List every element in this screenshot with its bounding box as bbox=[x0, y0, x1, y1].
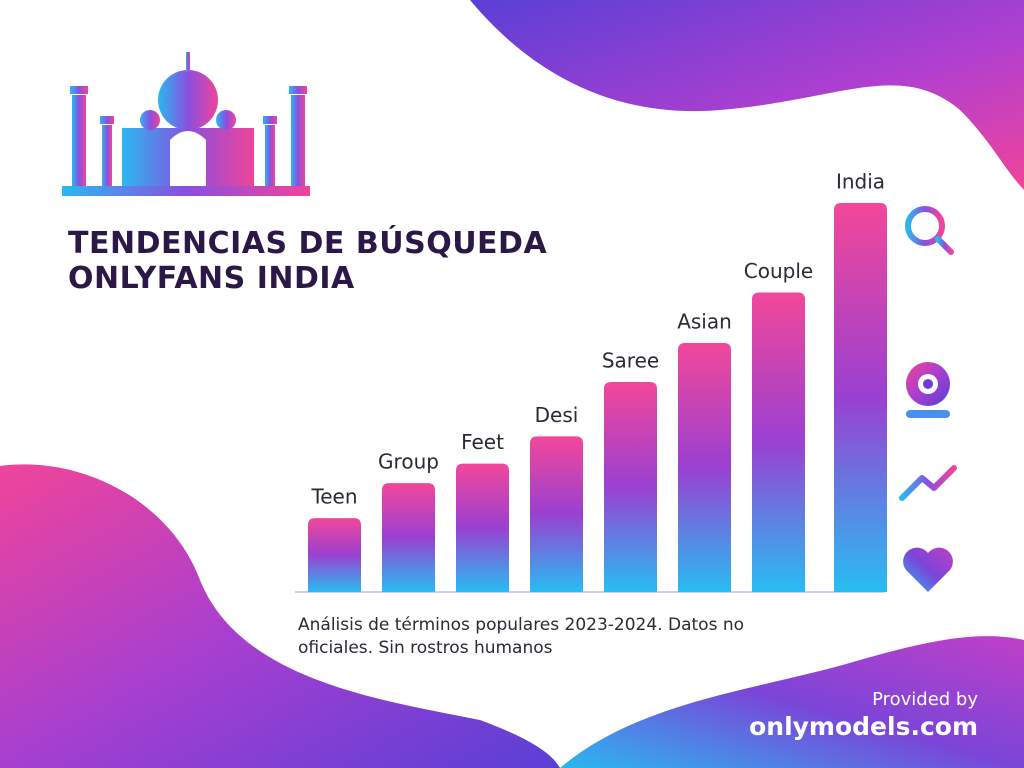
taj-mahal-icon bbox=[62, 52, 310, 196]
bar bbox=[604, 381, 657, 592]
category-label: Couple bbox=[744, 259, 813, 283]
decor-blob bbox=[0, 464, 560, 768]
category-label: Saree bbox=[602, 348, 659, 372]
webcam-icon bbox=[906, 362, 950, 418]
bar bbox=[382, 483, 435, 592]
note: Análisis de términos populares 2023-2024… bbox=[298, 615, 745, 658]
bar bbox=[308, 518, 361, 592]
category-label: Desi bbox=[535, 403, 579, 427]
source: onlymodels.com bbox=[749, 712, 978, 741]
magnifier-icon bbox=[905, 206, 954, 255]
bar bbox=[530, 436, 583, 592]
bar bbox=[678, 343, 731, 592]
bar bbox=[834, 203, 887, 592]
category-label: Feet bbox=[461, 430, 504, 454]
bar bbox=[456, 463, 509, 592]
provided-by: Provided by bbox=[872, 689, 978, 710]
decor-blob bbox=[470, 0, 1024, 190]
chart-title: ONLYFANS INDIA bbox=[68, 261, 355, 296]
trend-icon bbox=[899, 465, 957, 501]
heart-icon bbox=[903, 547, 953, 592]
category-label: Asian bbox=[677, 310, 732, 334]
category-label: Teen bbox=[310, 485, 357, 509]
decor-blob bbox=[560, 636, 1024, 768]
bar bbox=[752, 292, 805, 592]
category-label: Group bbox=[378, 450, 439, 474]
chart-title: TENDENCIAS DE BÚSQUEDA bbox=[68, 226, 548, 261]
category-label: India bbox=[836, 170, 885, 194]
